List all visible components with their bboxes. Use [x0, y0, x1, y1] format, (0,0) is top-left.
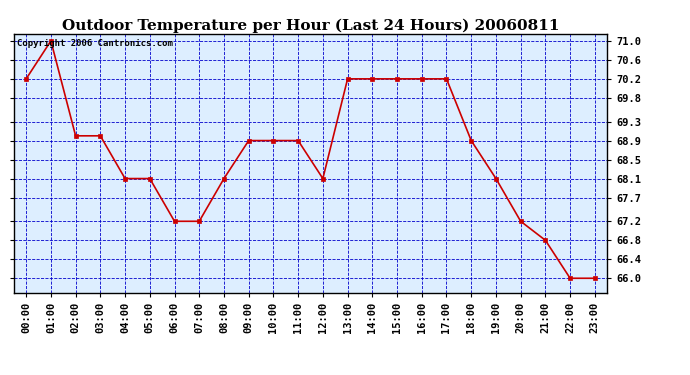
- Title: Outdoor Temperature per Hour (Last 24 Hours) 20060811: Outdoor Temperature per Hour (Last 24 Ho…: [61, 18, 560, 33]
- Text: Copyright 2006 Cantronics.com: Copyright 2006 Cantronics.com: [17, 39, 172, 48]
